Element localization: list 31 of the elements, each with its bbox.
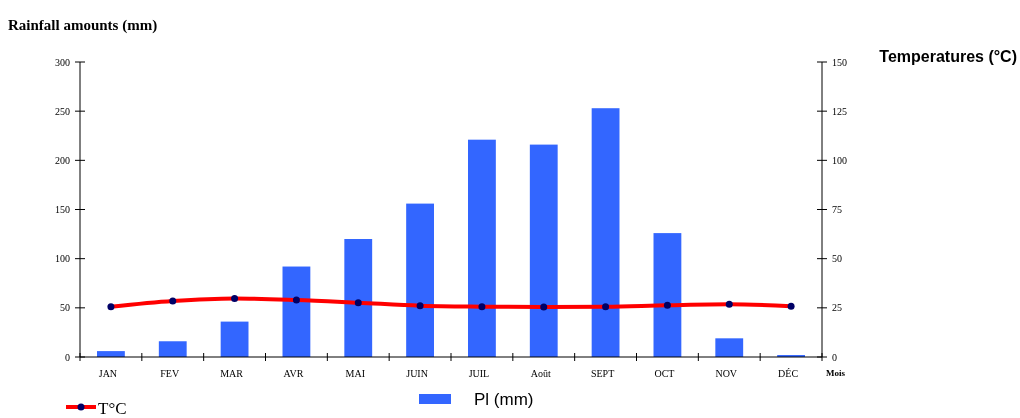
x-tick-label: FEV	[160, 368, 180, 379]
y2-tick-label: 75	[832, 204, 842, 215]
y-tick-label: 0	[65, 351, 70, 363]
x-tick-label: NOV	[715, 368, 738, 379]
y2-axis-title: Temperatures (°C)	[879, 48, 1017, 65]
x-tick-label: JAN	[98, 368, 118, 379]
x-tick-label: SEPT	[590, 368, 615, 379]
x-axis-title: Mois	[826, 368, 846, 378]
y-tick-label: 250	[55, 105, 70, 117]
y2-tick-label: 100	[832, 154, 847, 166]
y2-tick-label: 50	[832, 253, 842, 265]
y-tick-label: 50	[60, 302, 70, 314]
x-tick-label: OCT	[654, 368, 675, 379]
y-tick-label: 200	[55, 154, 70, 166]
y-tick-label: 100	[55, 253, 70, 265]
x-tick-label: MAI	[345, 368, 365, 379]
x-tick-label: AVR	[283, 368, 304, 379]
y-axis-title: Rainfall amounts (mm)	[8, 17, 158, 34]
y-tick-label: 150	[55, 204, 70, 215]
y-tick-label: 300	[55, 56, 70, 68]
legend-label: T°C	[98, 399, 127, 418]
y2-tick-label: 0	[832, 351, 837, 363]
x-tick-label: JUIL	[468, 368, 490, 379]
y2-tick-label: 125	[832, 105, 847, 117]
y2-tick-label: 150	[832, 56, 847, 68]
y2-tick-label: 25	[832, 302, 842, 314]
x-tick-label: DÉC	[778, 368, 799, 379]
x-tick-label: MAR	[220, 368, 244, 379]
legend-label: Pl (mm)	[474, 390, 534, 409]
x-tick-label: Août	[530, 368, 551, 379]
x-tick-label: JUIN	[406, 368, 428, 379]
